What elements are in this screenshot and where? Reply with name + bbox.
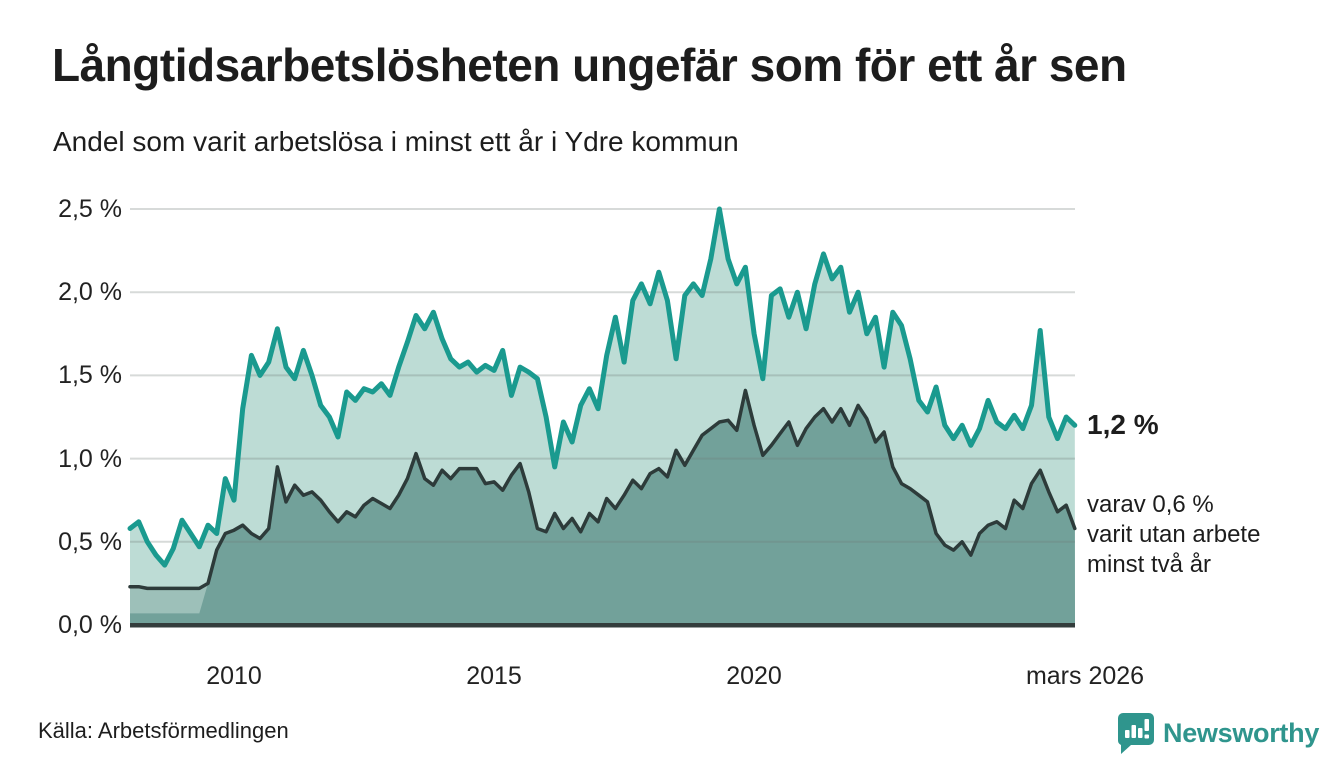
x-tick-label: 2010	[206, 662, 262, 690]
line-two-year	[128, 388, 1077, 591]
latest-value-label: 1,2 %	[1087, 409, 1159, 440]
y-tick-label: 2,0 %	[58, 278, 122, 306]
y-tick-label: 1,0 %	[58, 445, 122, 473]
y-tick-label: 2,5 %	[58, 195, 122, 223]
brand-name: Newsworthy	[1163, 717, 1320, 748]
area-two-year	[130, 390, 1075, 625]
newsworthy-logo-icon	[1118, 713, 1154, 754]
two-year-value-label: varav 0,6 % varit utan arbete minst två …	[1087, 490, 1337, 580]
x-tick-label: 2020	[726, 662, 782, 690]
page-title: Långtidsarbetslösheten ungefär som för e…	[52, 39, 1127, 91]
two-year-label-line1: varav 0,6 %	[1087, 491, 1214, 518]
x-tick-label: mars 2026	[1025, 662, 1145, 690]
two-year-label-line2: varit utan arbete	[1087, 521, 1261, 548]
x-tick-label: 2015	[466, 662, 522, 690]
newsworthy-brand: Newsworthy	[1115, 709, 1319, 757]
line-one-year	[127, 206, 1078, 568]
chart-subtitle: Andel som varit arbetslösa i minst ett å…	[53, 126, 739, 157]
y-tick-label: 0,0 %	[58, 611, 122, 639]
y-tick-label: 1,5 %	[58, 361, 122, 389]
two-year-label-line3: minst två år	[1087, 551, 1212, 578]
x-axis-line	[130, 623, 1075, 628]
source-note: Källa: Arbetsförmedlingen	[38, 718, 289, 743]
y-tick-label: 0,5 %	[58, 528, 122, 556]
